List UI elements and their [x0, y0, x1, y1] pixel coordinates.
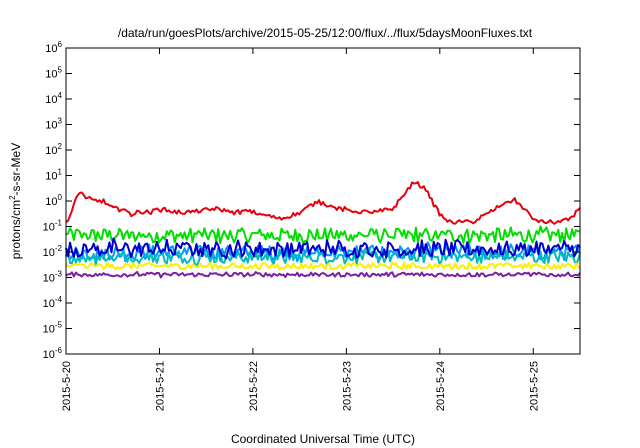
y-tick-label: 10-5	[43, 321, 63, 336]
y-axis-label: protons/cm2-s-sr-MeV	[8, 143, 23, 259]
plot-frame	[65, 47, 581, 355]
x-tick-label: 2015-5-25	[528, 361, 540, 411]
y-tick-label: 10-3	[43, 270, 63, 285]
y-tick-label: 100	[45, 193, 62, 208]
y-tick-label: 10-6	[43, 346, 63, 361]
y-tick-label: 105	[45, 66, 62, 81]
x-tick-label: 2015-5-21	[154, 361, 166, 411]
x-axis-label: Coordinated Universal Time (UTC)	[231, 432, 415, 446]
series-line	[65, 181, 581, 225]
x-tick-label: 2015-5-22	[248, 361, 260, 411]
y-tick-label: 102	[45, 142, 62, 157]
x-tick-label: 2015-5-23	[341, 361, 353, 411]
series-line	[65, 246, 581, 267]
y-tick-label: 10-2	[43, 244, 63, 259]
series-line	[65, 261, 581, 271]
y-tick-label: 10-1	[43, 219, 63, 234]
y-tick-label: 104	[45, 91, 62, 106]
y-tick-label: 101	[45, 168, 62, 183]
chart-title: /data/run/goesPlots/archive/2015-05-25/1…	[118, 26, 533, 40]
series-line	[65, 270, 581, 279]
y-tick-label: 103	[45, 117, 62, 132]
x-tick-label: 2015-5-24	[435, 361, 447, 411]
x-axis: 2015-5-20 2015-5-21 2015-5-22 2015-5-23 2015…	[61, 48, 540, 411]
series-line	[65, 237, 581, 260]
x-tick-label: 2015-5-20	[61, 361, 73, 411]
y-tick-label: 10-4	[43, 295, 63, 310]
y-tick-label: 106	[45, 40, 62, 55]
series-line	[65, 225, 581, 245]
y-axis: 106 105 104 103 102 101 100 10-1 10-2 10-3 10-4 10-…	[43, 40, 580, 361]
series-group	[65, 181, 581, 279]
